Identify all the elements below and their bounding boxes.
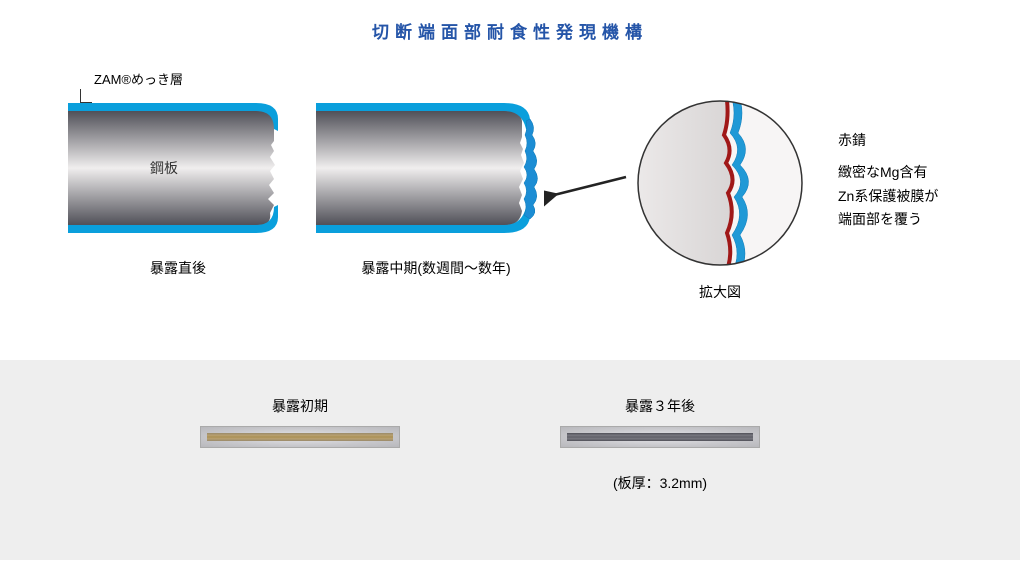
protective-film-label-1: 緻密なMg含有 <box>838 161 938 185</box>
leader-line <box>80 89 92 103</box>
red-rust-label: 赤錆 <box>838 129 938 153</box>
steel-label: 鋼板 <box>150 160 178 176</box>
photo-early-caption: 暴露初期 <box>200 396 400 416</box>
panel2-caption: 暴露中期(数週間～数年) <box>316 258 556 278</box>
page-title: 切断端面部耐食性発現機構 <box>0 0 1020 43</box>
steel-cross-section-initial: 鋼板 <box>68 103 288 243</box>
magnifier-view: 拡大図 <box>630 93 810 302</box>
photo-early-exposure: 暴露初期 <box>200 396 400 453</box>
protective-film-label-2: Zn系保護被膜が <box>838 185 938 209</box>
panel1-caption: 暴露直後 <box>68 258 288 278</box>
steel-cross-section-mid <box>316 103 556 243</box>
sample-bar-after <box>560 426 760 448</box>
photo-after-caption: 暴露３年後 <box>560 396 760 416</box>
sample-bar-early <box>200 426 400 448</box>
thickness-note: (板厚：3.2mm) <box>560 473 760 493</box>
pointer-arrow <box>544 169 634 209</box>
magnifier-caption: 拡大図 <box>630 282 810 302</box>
panel-exposure-mid: 暴露中期(数週間～数年) <box>316 103 556 278</box>
diagram-area: ZAM®めっき層 鋼板 暴露直後 <box>0 73 1020 363</box>
panel-exposure-initial: 鋼板 暴露直後 <box>68 103 288 278</box>
photo-section: 暴露初期 暴露３年後 (板厚：3.2mm) <box>0 360 1020 560</box>
edge-annotations: 赤錆 緻密なMg含有 Zn系保護被膜が 端面部を覆う <box>838 129 938 232</box>
photo-after-3years: 暴露３年後 (板厚：3.2mm) <box>560 396 760 493</box>
coating-label: ZAM®めっき層 <box>94 69 183 88</box>
magnifier-circle <box>630 93 810 273</box>
protective-film-label-3: 端面部を覆う <box>838 208 938 232</box>
